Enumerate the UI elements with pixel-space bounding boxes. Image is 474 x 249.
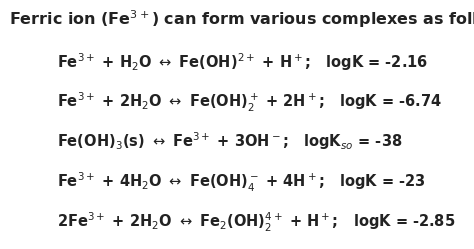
Text: Fe$^{3+}$ + 2H$_2$O $\leftrightarrow$ Fe(OH)$_2^+$ + 2H$^+$;   logK = -6.74: Fe$^{3+}$ + 2H$_2$O $\leftrightarrow$ Fe… [57, 91, 442, 114]
Text: Fe$^{3+}$ + 4H$_2$O $\leftrightarrow$ Fe(OH)$_4^-$ + 4H$^+$;   logK = -23: Fe$^{3+}$ + 4H$_2$O $\leftrightarrow$ Fe… [57, 171, 426, 194]
Text: Ferric ion (Fe$^{3+}$) can form various complexes as follows.: Ferric ion (Fe$^{3+}$) can form various … [9, 9, 474, 30]
Text: Fe$^{3+}$ + H$_2$O $\leftrightarrow$ Fe(OH)$^{2+}$ + H$^+$;   logK = -2.16: Fe$^{3+}$ + H$_2$O $\leftrightarrow$ Fe(… [57, 51, 428, 73]
Text: 2Fe$^{3+}$ + 2H$_2$O $\leftrightarrow$ Fe$_2$(OH)$_2^{4+}$ + H$^+$;   logK = -2.: 2Fe$^{3+}$ + 2H$_2$O $\leftrightarrow$ F… [57, 210, 455, 234]
Text: Fe(OH)$_3$(s) $\leftrightarrow$ Fe$^{3+}$ + 3OH$^-$;   logK$_{so}$ = -38: Fe(OH)$_3$(s) $\leftrightarrow$ Fe$^{3+}… [57, 131, 402, 152]
